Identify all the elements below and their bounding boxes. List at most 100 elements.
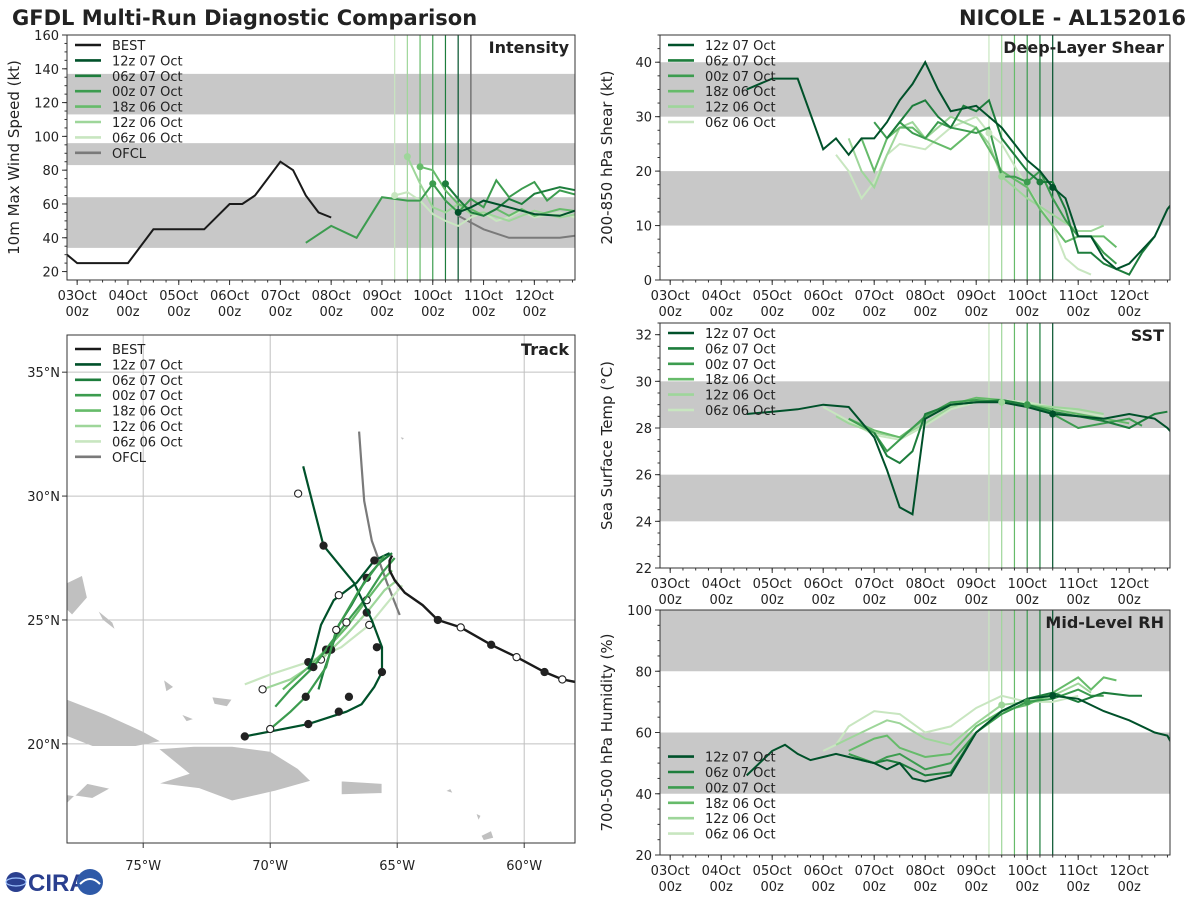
land-mass (67, 783, 112, 804)
init-point (454, 208, 462, 216)
x-tick-label: 06Oct (804, 864, 843, 879)
legend-label: 06z 07 Oct (705, 766, 776, 781)
legend-label: 18z 06 Oct (705, 797, 776, 812)
lon-tick-label: 60°W (506, 859, 542, 874)
track-position-marker (540, 667, 549, 677)
track-position-marker (334, 707, 343, 716)
init-point (403, 153, 411, 161)
track-position-marker (558, 675, 567, 684)
y-tick-label: 22 (635, 562, 652, 577)
land-mass (180, 713, 196, 723)
track-position-marker (304, 719, 313, 729)
y-tick-label: 40 (42, 232, 59, 247)
legend-label: 06z 06 Oct (705, 828, 776, 843)
x-tick-label: 05Oct (753, 289, 792, 304)
x-tick-label: 08Oct (312, 289, 351, 304)
y-tick-label: 30 (635, 111, 652, 126)
y-tick-label: 40 (635, 788, 652, 803)
x-tick-label: 00z (65, 305, 89, 320)
land-mass (67, 574, 88, 616)
legend-label: 00z 07 Oct (705, 358, 776, 373)
x-tick-label: 07Oct (855, 864, 894, 879)
x-tick-label: 00z (761, 305, 785, 320)
x-tick-label: 08Oct (906, 864, 945, 879)
panel-title: Deep-Layer Shear (1003, 38, 1164, 57)
x-tick-label: 03Oct (58, 289, 97, 304)
y-tick-label: 80 (42, 164, 59, 179)
x-tick-label: 06Oct (210, 289, 249, 304)
y-tick-label: 20 (42, 266, 59, 281)
series-line-run_12z06 (406, 156, 575, 222)
legend-label: 12z 06 Oct (112, 116, 183, 131)
x-tick-label: 08Oct (906, 289, 945, 304)
shaded-band (67, 143, 575, 166)
legend-label: 18z 06 Oct (112, 405, 183, 420)
x-tick-label: 00z (812, 880, 836, 895)
x-tick-label: 11Oct (464, 289, 503, 304)
x-tick-label: 00z (710, 305, 734, 320)
init-point (998, 398, 1006, 406)
x-tick-label: 12Oct (1110, 864, 1149, 879)
ocean (67, 335, 575, 843)
land-mass (340, 780, 383, 796)
x-tick-label: 04Oct (702, 864, 741, 879)
x-tick-label: 03Oct (651, 864, 690, 879)
lat-tick-label: 30°N (27, 490, 60, 505)
x-tick-label: 07Oct (855, 289, 894, 304)
init-point (416, 163, 424, 171)
legend-label: 00z 07 Oct (705, 781, 776, 796)
track-position-marker (512, 652, 521, 662)
land-mass (444, 787, 454, 795)
x-tick-label: 00z (863, 880, 887, 895)
legend-label: 12z 06 Oct (705, 812, 776, 827)
axes-frame (659, 322, 1171, 569)
y-axis-label: 200-850 hPa Shear (kt) (598, 71, 616, 245)
x-tick-label: 05Oct (753, 864, 792, 879)
track-position-marker (301, 692, 310, 701)
legend-label: 00z 07 Oct (112, 85, 183, 100)
land-mass (398, 435, 406, 441)
x-tick-label: 12Oct (1110, 289, 1149, 304)
legend-label: 18z 06 Oct (705, 85, 776, 100)
track-position-marker (334, 591, 343, 600)
y-tick-label: 20 (635, 849, 652, 864)
series-line-run_18z06 (848, 676, 1117, 759)
y-tick-label: 10 (635, 220, 652, 235)
x-tick-label: 00z (914, 593, 938, 608)
x-tick-label: 00z (761, 593, 785, 608)
init-point (1049, 410, 1057, 418)
x-tick-label: 04Oct (702, 289, 741, 304)
x-tick-label: 00z (1118, 880, 1142, 895)
y-tick-label: 30 (635, 375, 652, 390)
logo-text: CIRA (28, 870, 87, 897)
legend-label: 06z 07 Oct (705, 342, 776, 357)
x-tick-label: 00z (761, 880, 785, 895)
series-line-run_12z07 (746, 60, 1170, 271)
lon-tick-label: 70°W (252, 859, 288, 874)
plot-area (660, 35, 1170, 280)
x-tick-label: 00z (1067, 593, 1091, 608)
map-frame (66, 334, 576, 844)
y-axis-label: Sea Surface Temp (°C) (598, 361, 616, 530)
x-tick-label: 10Oct (413, 289, 452, 304)
x-tick-label: 00z (812, 593, 836, 608)
init-point (1036, 178, 1044, 186)
init-point (1049, 692, 1057, 700)
land-mass (211, 696, 233, 708)
x-tick-label: 08Oct (906, 577, 945, 592)
x-tick-label: 00z (659, 880, 683, 895)
x-tick-label: 00z (1016, 305, 1040, 320)
track-position-marker (372, 643, 382, 652)
track-position-marker (370, 556, 379, 565)
y-tick-label: 60 (42, 198, 59, 213)
series-line-run_00z07 (305, 178, 575, 244)
storm-id: NICOLE - AL152016 (958, 6, 1186, 30)
logo-emblem-icon (77, 869, 103, 895)
track-position-marker (258, 685, 267, 694)
intensity-panel: 2040608010012014016003Oct00z04Oct00z05Oc… (5, 29, 576, 320)
series-line-run_12z07 (457, 199, 575, 217)
shaded-band (660, 171, 1170, 226)
x-tick-label: 00z (710, 880, 734, 895)
legend-label: 00z 07 Oct (705, 70, 776, 85)
sst-panel: 22242628303203Oct00z04Oct00z05Oct00z06Oc… (598, 322, 1171, 608)
